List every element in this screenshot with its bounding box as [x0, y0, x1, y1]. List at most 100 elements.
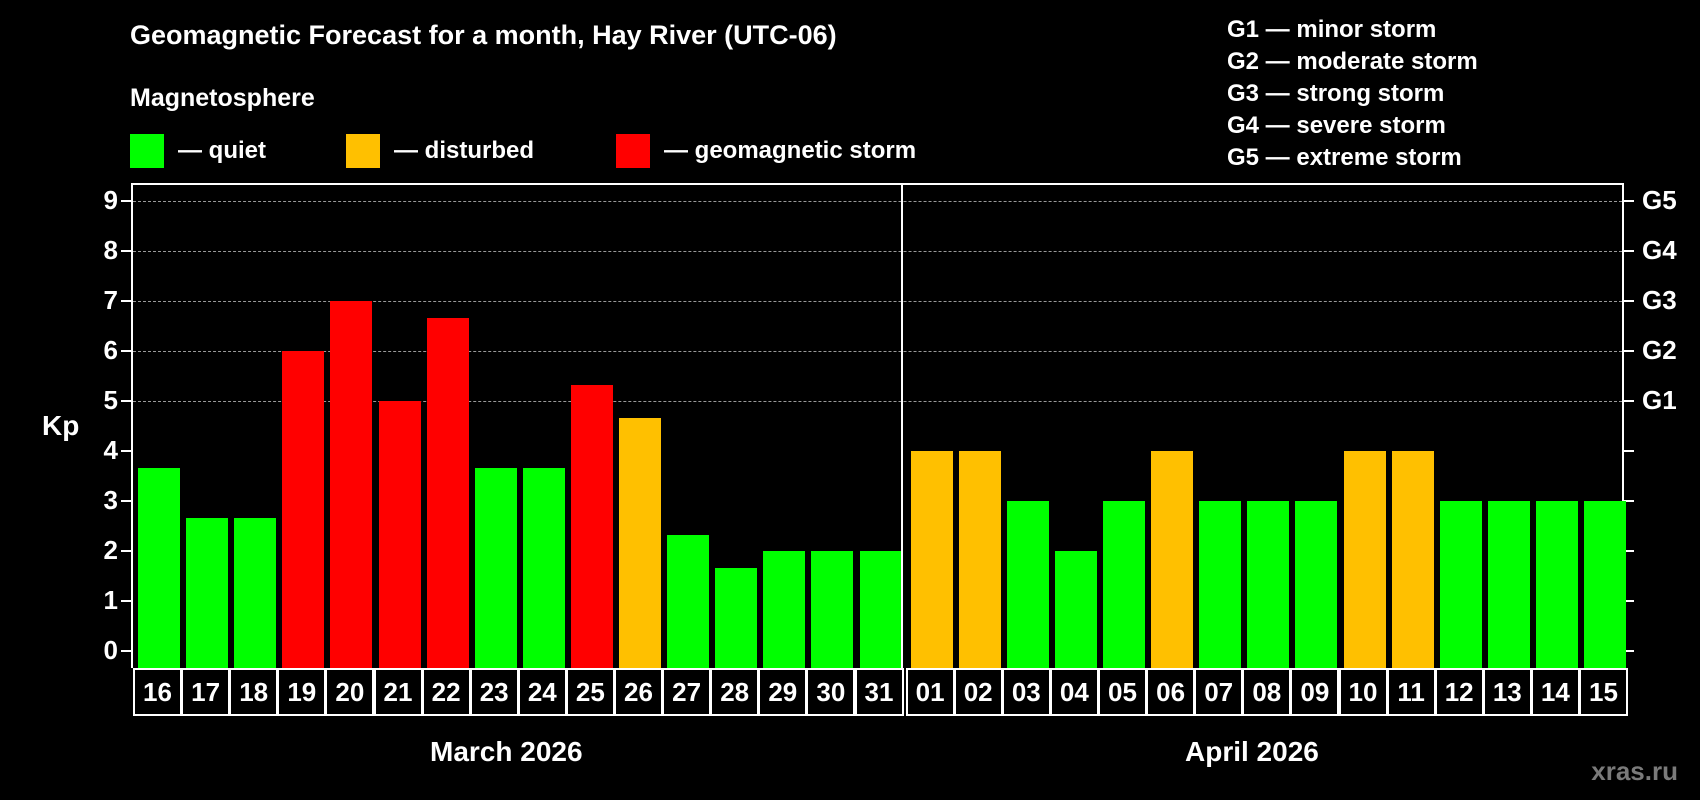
- right-tick: [1624, 550, 1634, 552]
- bar-storm: [426, 317, 469, 668]
- y-tick: [121, 650, 131, 652]
- day-label: 28: [710, 668, 760, 716]
- bar-disturbed: [958, 451, 1001, 668]
- bar-quiet: [1439, 501, 1482, 668]
- y-tick: [121, 400, 131, 402]
- right-tick: [1624, 650, 1634, 652]
- y-tick: [121, 350, 131, 352]
- day-label: 30: [806, 668, 856, 716]
- y-tick-label: 7: [103, 285, 118, 315]
- day-label: 02: [953, 668, 1003, 716]
- right-tick: [1624, 350, 1634, 352]
- bar-quiet: [667, 534, 710, 668]
- bar-quiet: [1247, 501, 1290, 668]
- legend-storm: — geomagnetic storm: [616, 134, 916, 168]
- bar-disturbed: [1343, 451, 1386, 668]
- bar-storm: [570, 384, 613, 668]
- month-label-march: March 2026: [430, 736, 583, 767]
- bar-storm: [330, 301, 373, 668]
- day-label: 07: [1194, 668, 1244, 716]
- bar-quiet: [234, 517, 277, 668]
- bar-disturbed: [910, 451, 953, 668]
- bar-quiet: [522, 467, 565, 668]
- day-label: 15: [1579, 668, 1628, 716]
- bar-storm: [378, 401, 421, 668]
- day-label: 17: [181, 668, 231, 716]
- y-tick-label: 4: [103, 435, 118, 465]
- g-scale-label: G1: [1642, 385, 1677, 415]
- bar-quiet: [1103, 501, 1145, 668]
- bar-quiet: [1584, 501, 1626, 668]
- g-scale-label: G4: [1642, 235, 1677, 265]
- bar-quiet: [1054, 551, 1097, 668]
- month-divider: [901, 183, 903, 668]
- storm-scale-g5: G5 — extreme storm: [1227, 144, 1462, 171]
- bar-quiet: [1295, 501, 1338, 668]
- storm-scale-g3: G3 — strong storm: [1227, 80, 1445, 107]
- bar-quiet: [811, 551, 854, 668]
- day-label: 05: [1098, 668, 1147, 716]
- right-tick: [1624, 250, 1634, 252]
- day-label: 06: [1146, 668, 1196, 716]
- bar-disturbed: [1151, 451, 1194, 668]
- g-scale-label: G5: [1642, 185, 1677, 215]
- bar-quiet: [186, 517, 229, 668]
- bar-storm: [282, 351, 325, 668]
- g-scale-label: G3: [1642, 285, 1677, 315]
- day-label: 27: [662, 668, 712, 716]
- bar-quiet: [763, 551, 806, 668]
- gridline: [133, 201, 1622, 202]
- plot-area: [131, 183, 1624, 668]
- bar-quiet: [474, 467, 517, 668]
- legend-label-quiet: — quiet: [178, 137, 266, 164]
- storm-scale-g1: G1 — minor storm: [1227, 16, 1437, 43]
- legend-label-disturbed: — disturbed: [394, 137, 535, 164]
- gridline: [133, 351, 1622, 352]
- legend-swatch-storm: [616, 134, 650, 168]
- legend-swatch-quiet: [130, 134, 164, 168]
- bar-quiet: [859, 551, 902, 668]
- bar-disturbed: [619, 417, 661, 668]
- day-label: 04: [1049, 668, 1099, 716]
- y-tick-label: 9: [103, 185, 118, 215]
- day-label: 12: [1434, 668, 1484, 716]
- day-label: 09: [1290, 668, 1340, 716]
- right-tick: [1624, 400, 1634, 402]
- y-tick: [121, 450, 131, 452]
- y-tick-label: 0: [103, 635, 118, 665]
- right-tick: [1624, 500, 1634, 502]
- gridline: [133, 401, 1622, 402]
- day-label: 10: [1338, 668, 1388, 716]
- legend-swatch-disturbed: [346, 134, 380, 168]
- legend-heading: Magnetosphere: [130, 84, 315, 112]
- day-label: 03: [1001, 668, 1051, 716]
- y-tick-label: 2: [103, 535, 118, 565]
- y-tick: [121, 550, 131, 552]
- bar-quiet: [138, 467, 180, 668]
- y-tick-label: 8: [103, 235, 118, 265]
- watermark: xras.ru: [1591, 756, 1678, 786]
- right-tick: [1624, 450, 1634, 452]
- right-tick: [1624, 600, 1634, 602]
- day-label: 20: [325, 668, 375, 716]
- day-label: 01: [905, 668, 955, 716]
- y-tick: [121, 250, 131, 252]
- bar-quiet: [715, 567, 758, 668]
- gridline: [133, 251, 1622, 252]
- day-label: 14: [1530, 668, 1580, 716]
- right-tick: [1624, 300, 1634, 302]
- day-label: 26: [614, 668, 663, 716]
- right-tick: [1624, 200, 1634, 202]
- storm-scale-g4: G4 — severe storm: [1227, 112, 1446, 139]
- y-tick: [121, 500, 131, 502]
- day-label: 24: [517, 668, 567, 716]
- storm-scale-list: G1 — minor storm G2 — moderate storm G3 …: [1227, 14, 1478, 174]
- day-label: 08: [1242, 668, 1292, 716]
- bar-quiet: [1006, 501, 1049, 668]
- bar-quiet: [1487, 501, 1530, 668]
- day-label: 18: [229, 668, 279, 716]
- day-label: 31: [854, 668, 904, 716]
- day-label: 11: [1386, 668, 1436, 716]
- chart-title: Geomagnetic Forecast for a month, Hay Ri…: [130, 20, 837, 50]
- day-label: 19: [277, 668, 327, 716]
